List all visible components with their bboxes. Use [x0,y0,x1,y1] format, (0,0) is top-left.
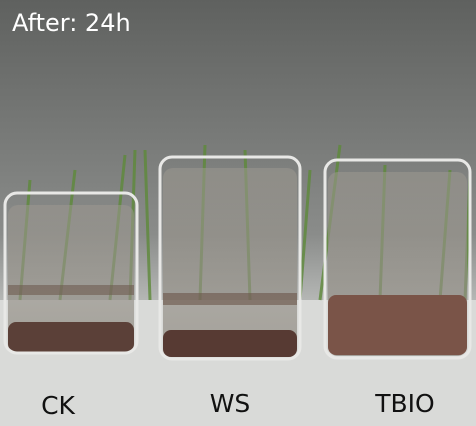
sample-label: TBIO [374,389,434,418]
beaker-tbio [323,158,472,360]
caption: After: 24h [12,9,131,37]
beaker-ws [158,155,302,361]
sample-label: CK [41,391,75,420]
sample-label: WS [210,389,251,418]
beaker-ck [3,191,139,355]
